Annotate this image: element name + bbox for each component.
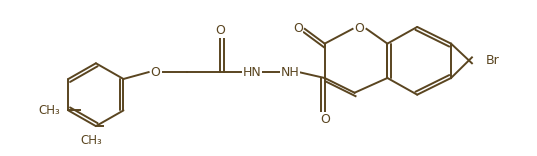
Text: NH: NH [280,66,299,79]
Text: HN: HN [243,66,262,79]
Text: CH₃: CH₃ [39,104,60,117]
Text: Br: Br [486,54,499,67]
Text: CH₃: CH₃ [80,134,102,147]
Text: O: O [151,66,161,79]
Text: O: O [215,24,225,37]
Text: O: O [293,22,303,35]
Text: O: O [354,22,365,35]
Text: O: O [320,113,330,126]
